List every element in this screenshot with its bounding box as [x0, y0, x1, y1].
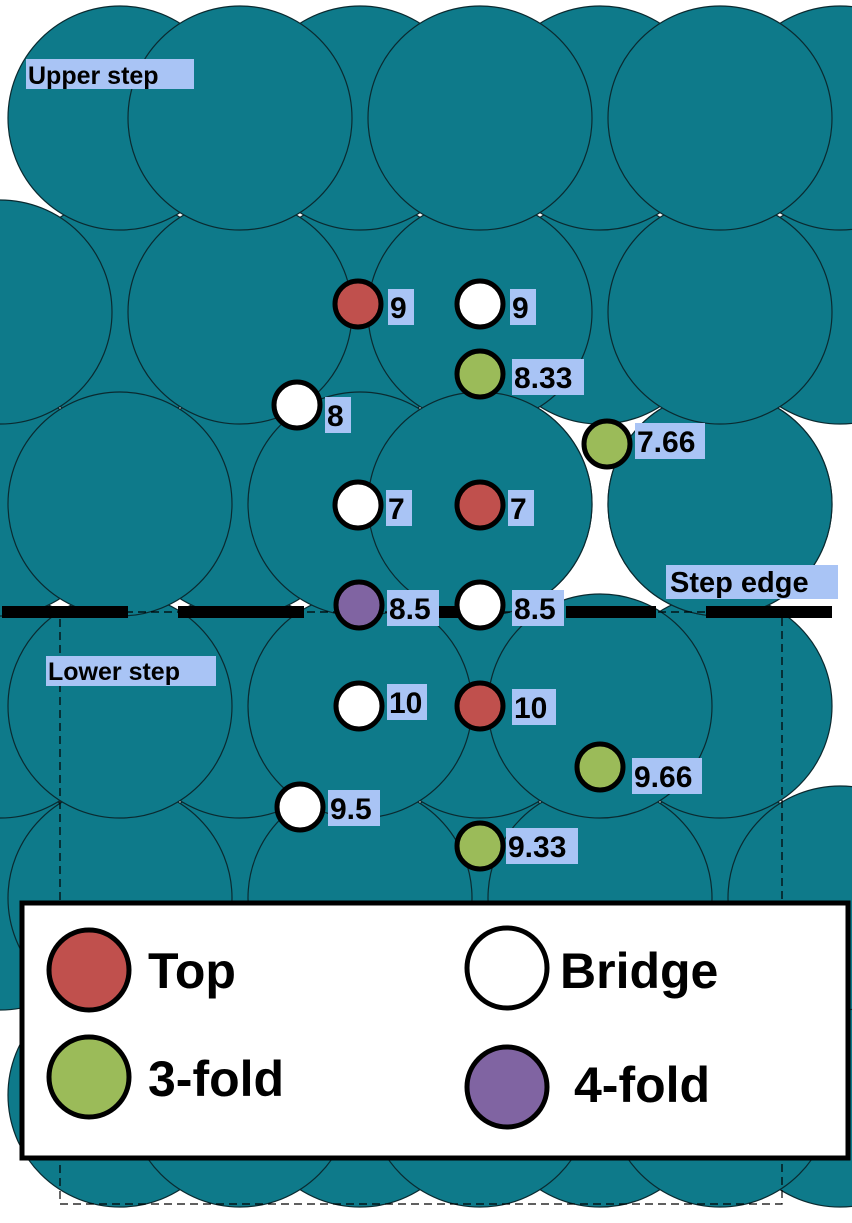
site-label-background [328, 790, 380, 826]
site-bridge: 10 [333, 680, 427, 732]
site-bridge: 9 [454, 278, 536, 330]
site-label-background [512, 590, 564, 626]
site-threefold: 9.33 [454, 820, 578, 872]
site-marker-top [454, 479, 506, 531]
site-value-label: 9 [512, 292, 529, 325]
site-value-label: 8 [327, 400, 344, 433]
site-label-background [508, 490, 534, 526]
site-value-label: 9.66 [634, 761, 692, 794]
lower-step-label: Lower step [48, 658, 180, 686]
site-marker-threefold [581, 418, 633, 470]
site-threefold: 7.66 [581, 418, 705, 470]
site-threefold: 9.66 [574, 741, 702, 794]
site-label-background [635, 423, 705, 459]
site-marker-bridge [274, 781, 326, 833]
site-marker-threefold [454, 820, 506, 872]
site-marker-top [332, 278, 384, 330]
site-top: 9 [332, 278, 414, 330]
legend-fourfold-marker [464, 1044, 550, 1130]
site-marker-bridge [332, 479, 384, 531]
site-label-background [632, 758, 702, 794]
legend-top-label: Top [148, 943, 236, 999]
legend-bridge-marker [464, 925, 550, 1011]
legend-bridge-label: Bridge [560, 943, 718, 999]
site-label-background [325, 397, 351, 433]
site-marker-threefold [454, 348, 506, 400]
site-marker-bridge [271, 379, 323, 431]
site-value-label: 8.5 [514, 593, 556, 626]
adsorption-sites: 9 9 8.33 8 7.66 7 7 8.5 8.5 10 10 9.66 9.5 9.33 [271, 278, 705, 872]
site-top: 10 [454, 680, 556, 732]
site-fourfold: 8.5 [333, 579, 439, 631]
site-label-background [506, 828, 578, 864]
surface-atom [127, 5, 353, 231]
site-bridge: 9.5 [274, 781, 380, 833]
site-value-label: 7 [510, 493, 527, 526]
site-value-label: 7 [388, 493, 405, 526]
lower-step-label-group: Lower step [46, 656, 216, 686]
site-label-background [388, 289, 414, 325]
site-threefold: 8.33 [454, 348, 584, 400]
site-value-label: 7.66 [637, 426, 695, 459]
site-bridge: 8.5 [454, 579, 564, 631]
surface-atom [367, 5, 593, 231]
site-marker-bridge [333, 680, 385, 732]
legend-threefold-label: 3-fold [148, 1051, 284, 1107]
site-label-background [510, 289, 536, 325]
site-value-label: 10 [389, 687, 422, 720]
site-value-label: 10 [514, 692, 547, 725]
surface-atom [607, 5, 833, 231]
surface-atom [7, 593, 233, 819]
legend-item-fourfold: 4-fold [464, 1044, 710, 1130]
site-label-background [512, 689, 556, 725]
step-edge-label: Step edge [670, 567, 809, 599]
site-marker-threefold [574, 741, 626, 793]
surface-atom [0, 199, 113, 425]
legend-threefold-marker [46, 1034, 132, 1120]
site-marker-bridge [454, 579, 506, 631]
legend-item-threefold: 3-fold [46, 1034, 284, 1120]
site-value-label: 8.33 [514, 362, 572, 395]
site-bridge: 8 [271, 379, 351, 433]
legend: Top Bridge 3-fold 4-fold [19, 900, 851, 1161]
site-label-background [386, 490, 412, 526]
site-value-label: 9.33 [508, 831, 566, 864]
site-bridge: 7 [332, 479, 412, 531]
site-marker-fourfold [333, 579, 385, 631]
site-label-background [387, 684, 427, 720]
site-label-background [512, 359, 584, 395]
legend-top-marker [46, 927, 132, 1013]
site-marker-bridge [454, 278, 506, 330]
site-marker-top [454, 680, 506, 732]
surface-atom [7, 391, 233, 617]
surface-atom [127, 199, 353, 425]
legend-item-bridge: Bridge [464, 925, 718, 1011]
legend-fourfold-label: 4-fold [574, 1057, 710, 1113]
legend-item-top: Top [46, 927, 236, 1013]
site-value-label: 9 [390, 292, 407, 325]
upper-step-label-group: Upper step [26, 59, 194, 90]
upper-step-label: Upper step [28, 62, 159, 90]
site-value-label: 8.5 [389, 593, 431, 626]
site-top: 7 [454, 479, 534, 531]
site-label-background [387, 590, 439, 626]
site-value-label: 9.5 [330, 793, 372, 826]
step-edge-label-group: Step edge [666, 565, 838, 599]
surface-atom [607, 199, 833, 425]
